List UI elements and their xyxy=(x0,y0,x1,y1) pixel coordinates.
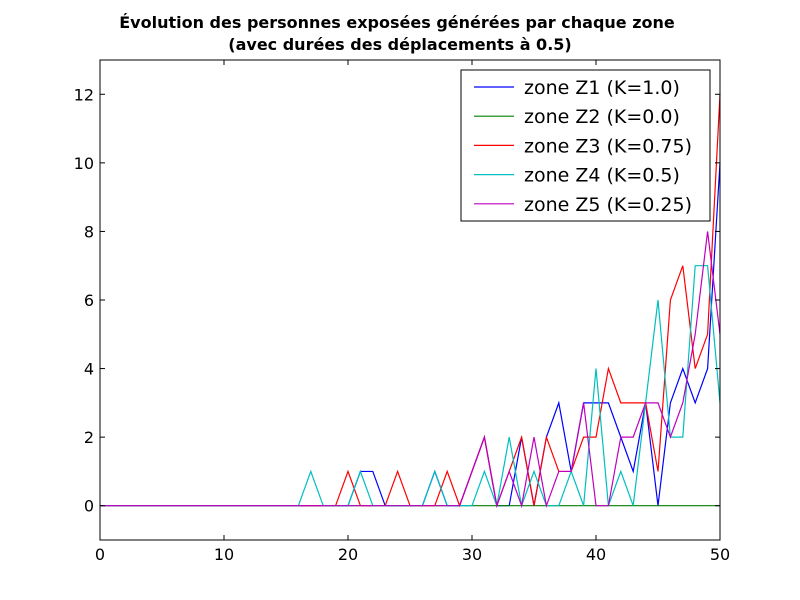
y-tick-label: 6 xyxy=(84,291,94,310)
legend-entry-label: zone Z2 (K=0.0) xyxy=(524,106,680,128)
y-tick-label: 8 xyxy=(84,222,94,241)
x-tick-label: 50 xyxy=(710,545,730,564)
chart-title-line-2: (avec durées des déplacements à 0.5) xyxy=(228,35,571,54)
y-tick-label: 2 xyxy=(84,428,94,447)
y-tick-label: 0 xyxy=(84,497,94,516)
legend-entry-label: zone Z4 (K=0.5) xyxy=(524,165,680,187)
chart-title-line-1: Évolution des personnes exposées générée… xyxy=(119,13,675,32)
y-tick-label: 4 xyxy=(84,360,94,379)
legend-entry-label: zone Z1 (K=1.0) xyxy=(524,77,680,99)
x-tick-label: 40 xyxy=(586,545,606,564)
y-tick-label: 10 xyxy=(74,154,94,173)
x-tick-label: 20 xyxy=(338,545,358,564)
x-tick-label: 0 xyxy=(95,545,105,564)
legend-entry-label: zone Z5 (K=0.25) xyxy=(524,194,692,216)
legend-entry-label: zone Z3 (K=0.75) xyxy=(524,135,692,157)
x-tick-label: 30 xyxy=(462,545,482,564)
y-tick-label: 12 xyxy=(74,85,94,104)
series-line-z4 xyxy=(100,265,721,509)
x-tick-label: 10 xyxy=(214,545,234,564)
axes: 0 10 20 30 40 50 0 2 4 6 8 10 12 xyxy=(74,60,730,564)
plot-area xyxy=(100,94,721,509)
series-line-z5 xyxy=(100,231,721,509)
legend: zone Z1 (K=1.0) zone Z2 (K=0.0) zone Z3 (K… xyxy=(460,69,711,222)
